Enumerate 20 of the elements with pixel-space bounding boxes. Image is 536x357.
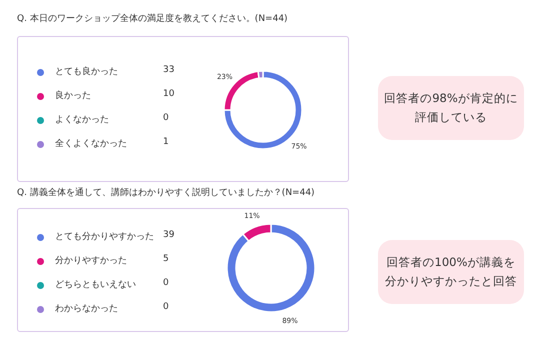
text: 1	[163, 137, 169, 147]
legend-label: 分かりやすかった	[55, 254, 127, 267]
text: 回答者の98%が肯定的に評価している	[378, 76, 524, 140]
legend-label: どちらともいえない	[55, 279, 136, 291]
text: 0	[163, 278, 169, 288]
text: 5	[163, 254, 169, 264]
legend-label: 全くよくなかった	[55, 138, 127, 150]
chart-title: Q. 本日のワークショップ全体の満足度を教えてください。(N=44)	[17, 12, 288, 25]
legend-label: 良かった	[55, 90, 91, 102]
text: 39	[163, 230, 174, 240]
legend-label: よくなかった	[55, 114, 109, 126]
text: 回答者の100%が講義を分かりやすかったと回答	[378, 240, 524, 304]
legend-label: わからなかった	[55, 303, 118, 315]
legend-label: とても分かりやすかった	[55, 230, 154, 243]
text: 33	[163, 65, 174, 75]
text: 0	[163, 302, 169, 312]
text: 0	[163, 113, 169, 123]
text: 10	[163, 89, 174, 99]
chart-title: Q. 講義全体を通して、講師はわかりやすく説明していましたか？(N=44)	[17, 186, 315, 199]
legend-label: とても良かった	[55, 66, 118, 78]
